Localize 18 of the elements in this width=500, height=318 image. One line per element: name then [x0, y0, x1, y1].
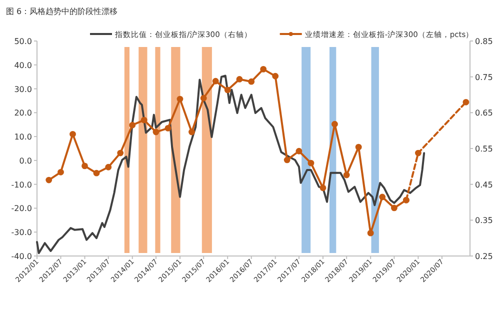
y-tick-label: 50.0: [14, 37, 32, 46]
y-tick-label: 0.0: [19, 156, 32, 166]
y-tick-label: -10.0: [11, 180, 32, 190]
y2-tick-label: 0.25: [475, 252, 493, 261]
chart-title: 图 6：风格趋势中的阶段性漂移: [6, 7, 118, 16]
y2-tick-label: 0.55: [475, 144, 493, 154]
y-tick-label: 20.0: [14, 108, 32, 118]
y-tick-label: 40.0: [14, 60, 32, 70]
y-tick-label: -40.0: [11, 252, 32, 261]
y2-tick-label: 0.65: [475, 108, 493, 118]
y-tick-label: 30.0: [14, 84, 32, 94]
y2-tick-label: 0.35: [475, 216, 493, 226]
y-tick-label: -20.0: [11, 204, 32, 214]
y-tick-label: 10.0: [14, 132, 32, 142]
y2-tick-label: 0.85: [475, 37, 493, 46]
y-tick-label: -30.0: [11, 228, 32, 238]
y2-tick-label: 0.45: [475, 180, 493, 190]
y2-tick-label: 0.75: [475, 72, 493, 82]
